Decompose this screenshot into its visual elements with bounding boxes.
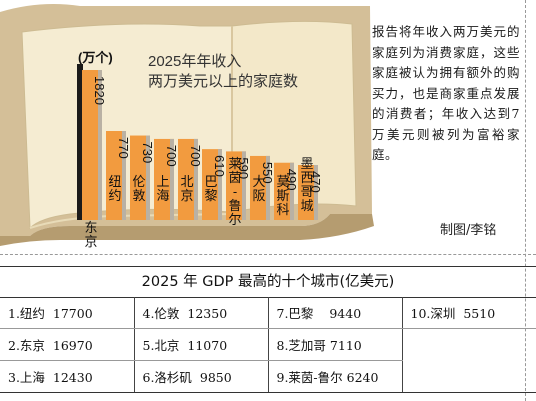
table-cell: 5.北京 11070	[134, 328, 269, 361]
bar-value-label: 610	[212, 155, 227, 177]
bar	[178, 138, 198, 220]
bar-side	[146, 135, 150, 220]
bar-value-label: 490	[284, 169, 299, 191]
category-label: 大阪	[252, 174, 265, 203]
report-note: 报告将年收入两万美元的家庭列为消费家庭，这些家庭被认为拥有额外的购买力，也是商家…	[372, 24, 520, 162]
bar-value-label: 700	[164, 145, 179, 167]
table-cell: 7.巴黎 9440	[268, 297, 403, 329]
bar-value-label: 1820	[92, 76, 107, 105]
chart-title-line2: 两万美元以上的家庭数	[148, 73, 298, 90]
bar	[82, 70, 102, 220]
bar-side	[170, 138, 174, 220]
bars-group: 1820东京770纽约730伦敦700上海700北京610巴黎590莱茵-鲁尔5…	[77, 64, 323, 249]
divider-vertical	[525, 0, 526, 401]
bar	[106, 131, 126, 220]
table-cell-empty	[402, 360, 536, 393]
category-label: 莱茵-鲁尔	[228, 156, 241, 227]
bar-side	[242, 151, 246, 220]
category-label: 莫斯科	[276, 174, 289, 217]
bar-value-label: 730	[140, 142, 155, 164]
chart-title-line1: 2025年年收入	[148, 53, 241, 70]
table-cell: 10.深圳 5510	[402, 297, 536, 329]
gdp-table: 1.纽约 17700 4.伦敦 12350 7.巴黎 9440 10.深圳 55…	[0, 297, 536, 393]
table-cell: 3.上海 12430	[0, 360, 135, 393]
table-row: 2.东京 16970 5.北京 11070 8.芝加哥 7110	[0, 328, 536, 361]
table-cell-empty	[402, 329, 536, 361]
bar	[298, 165, 318, 220]
table-cell: 9.莱茵-鲁尔 6240	[268, 360, 403, 393]
table-cell: 8.芝加哥 7110	[268, 328, 403, 361]
bar-value-label: 770	[116, 137, 131, 159]
table-cell: 4.伦敦 12350	[134, 297, 269, 329]
bar	[250, 155, 270, 220]
category-label: 东京	[84, 220, 97, 249]
table-cell: 6.洛杉矶 9850	[134, 360, 269, 393]
book-cover-shadow	[0, 214, 374, 246]
table-cell: 2.东京 16970	[0, 328, 135, 361]
chart-credit: 制图/李铭	[440, 223, 497, 238]
table-row: 3.上海 12430 6.洛杉矶 9850 9.莱茵-鲁尔 6240	[0, 360, 536, 393]
bar	[154, 138, 174, 220]
bar-value-label: 700	[188, 145, 203, 167]
bar-side	[122, 131, 126, 220]
bar-side	[194, 138, 198, 220]
gdp-table-title: 2025 年 GDP 最高的十个城市(亿美元)	[0, 266, 536, 298]
category-label: 上海	[156, 174, 169, 203]
divider-horizontal	[0, 254, 536, 255]
bar-side	[266, 155, 270, 220]
bar	[226, 151, 246, 220]
bar-value-label: 470	[308, 171, 323, 193]
bar	[130, 135, 150, 220]
bar	[202, 149, 222, 220]
category-label: 巴黎	[204, 174, 217, 203]
bar-value-label: 590	[236, 157, 251, 179]
table-cell: 1.纽约 17700	[0, 297, 135, 329]
y-axis-unit: (万个)	[78, 50, 113, 65]
bar-shadow	[77, 64, 83, 220]
table-row: 1.纽约 17700 4.伦敦 12350 7.巴黎 9440 10.深圳 55…	[0, 297, 536, 329]
bar-side	[218, 149, 222, 220]
bar-value-label: 550	[260, 162, 275, 184]
bar-side	[290, 162, 294, 220]
bar	[274, 162, 294, 220]
bar-side	[314, 165, 318, 220]
category-label: 伦敦	[132, 174, 145, 203]
category-label: 纽约	[108, 174, 121, 203]
category-label: 北京	[180, 174, 193, 203]
bar-side	[98, 70, 102, 220]
category-label: 墨西哥城	[300, 156, 313, 213]
